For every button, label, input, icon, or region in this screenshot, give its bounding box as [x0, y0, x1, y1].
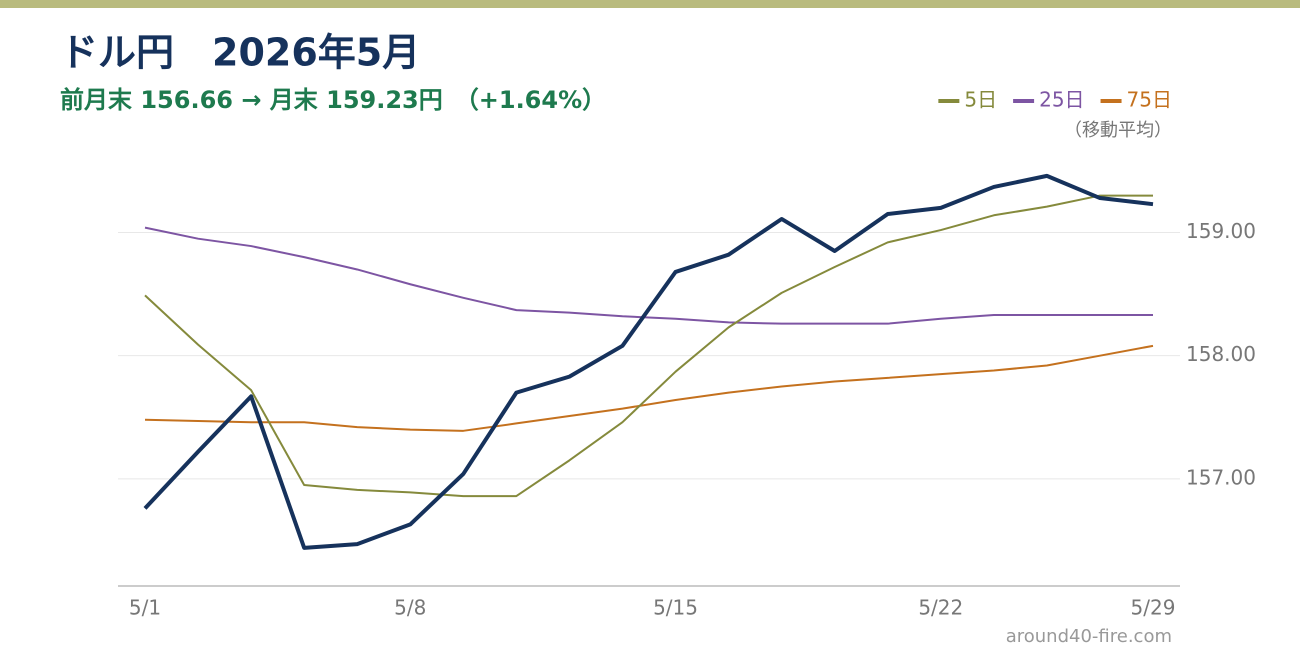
legend-label: 75日 — [1127, 88, 1172, 112]
y-tick-label: 159.00 — [1186, 219, 1256, 243]
legend-label: 25日 — [1039, 88, 1084, 112]
series-line — [144, 344, 1154, 432]
x-tick-label: 5/15 — [653, 596, 698, 620]
x-tick-label: 5/29 — [1131, 596, 1176, 620]
x-tick-label: 5/22 — [918, 596, 963, 620]
legend-title: （移動平均） — [1064, 120, 1172, 141]
x-tick-label: 5/8 — [394, 596, 426, 620]
chart-subtitle: 前月末 156.66 → 月末 159.23円 （+1.64%） — [60, 86, 606, 114]
source: around40-fire.com — [1006, 626, 1172, 647]
y-tick-label: 157.00 — [1186, 465, 1256, 489]
series-line — [143, 173, 1154, 550]
series-line — [144, 194, 1153, 498]
chart-title: ドル円 2026年5月 — [60, 31, 420, 75]
y-tick-label: 158.00 — [1186, 342, 1256, 366]
top-bar — [0, 0, 1300, 8]
x-tick-label: 5/1 — [129, 596, 161, 620]
legend-label: 5日 — [964, 88, 997, 112]
series-line — [144, 226, 1153, 325]
